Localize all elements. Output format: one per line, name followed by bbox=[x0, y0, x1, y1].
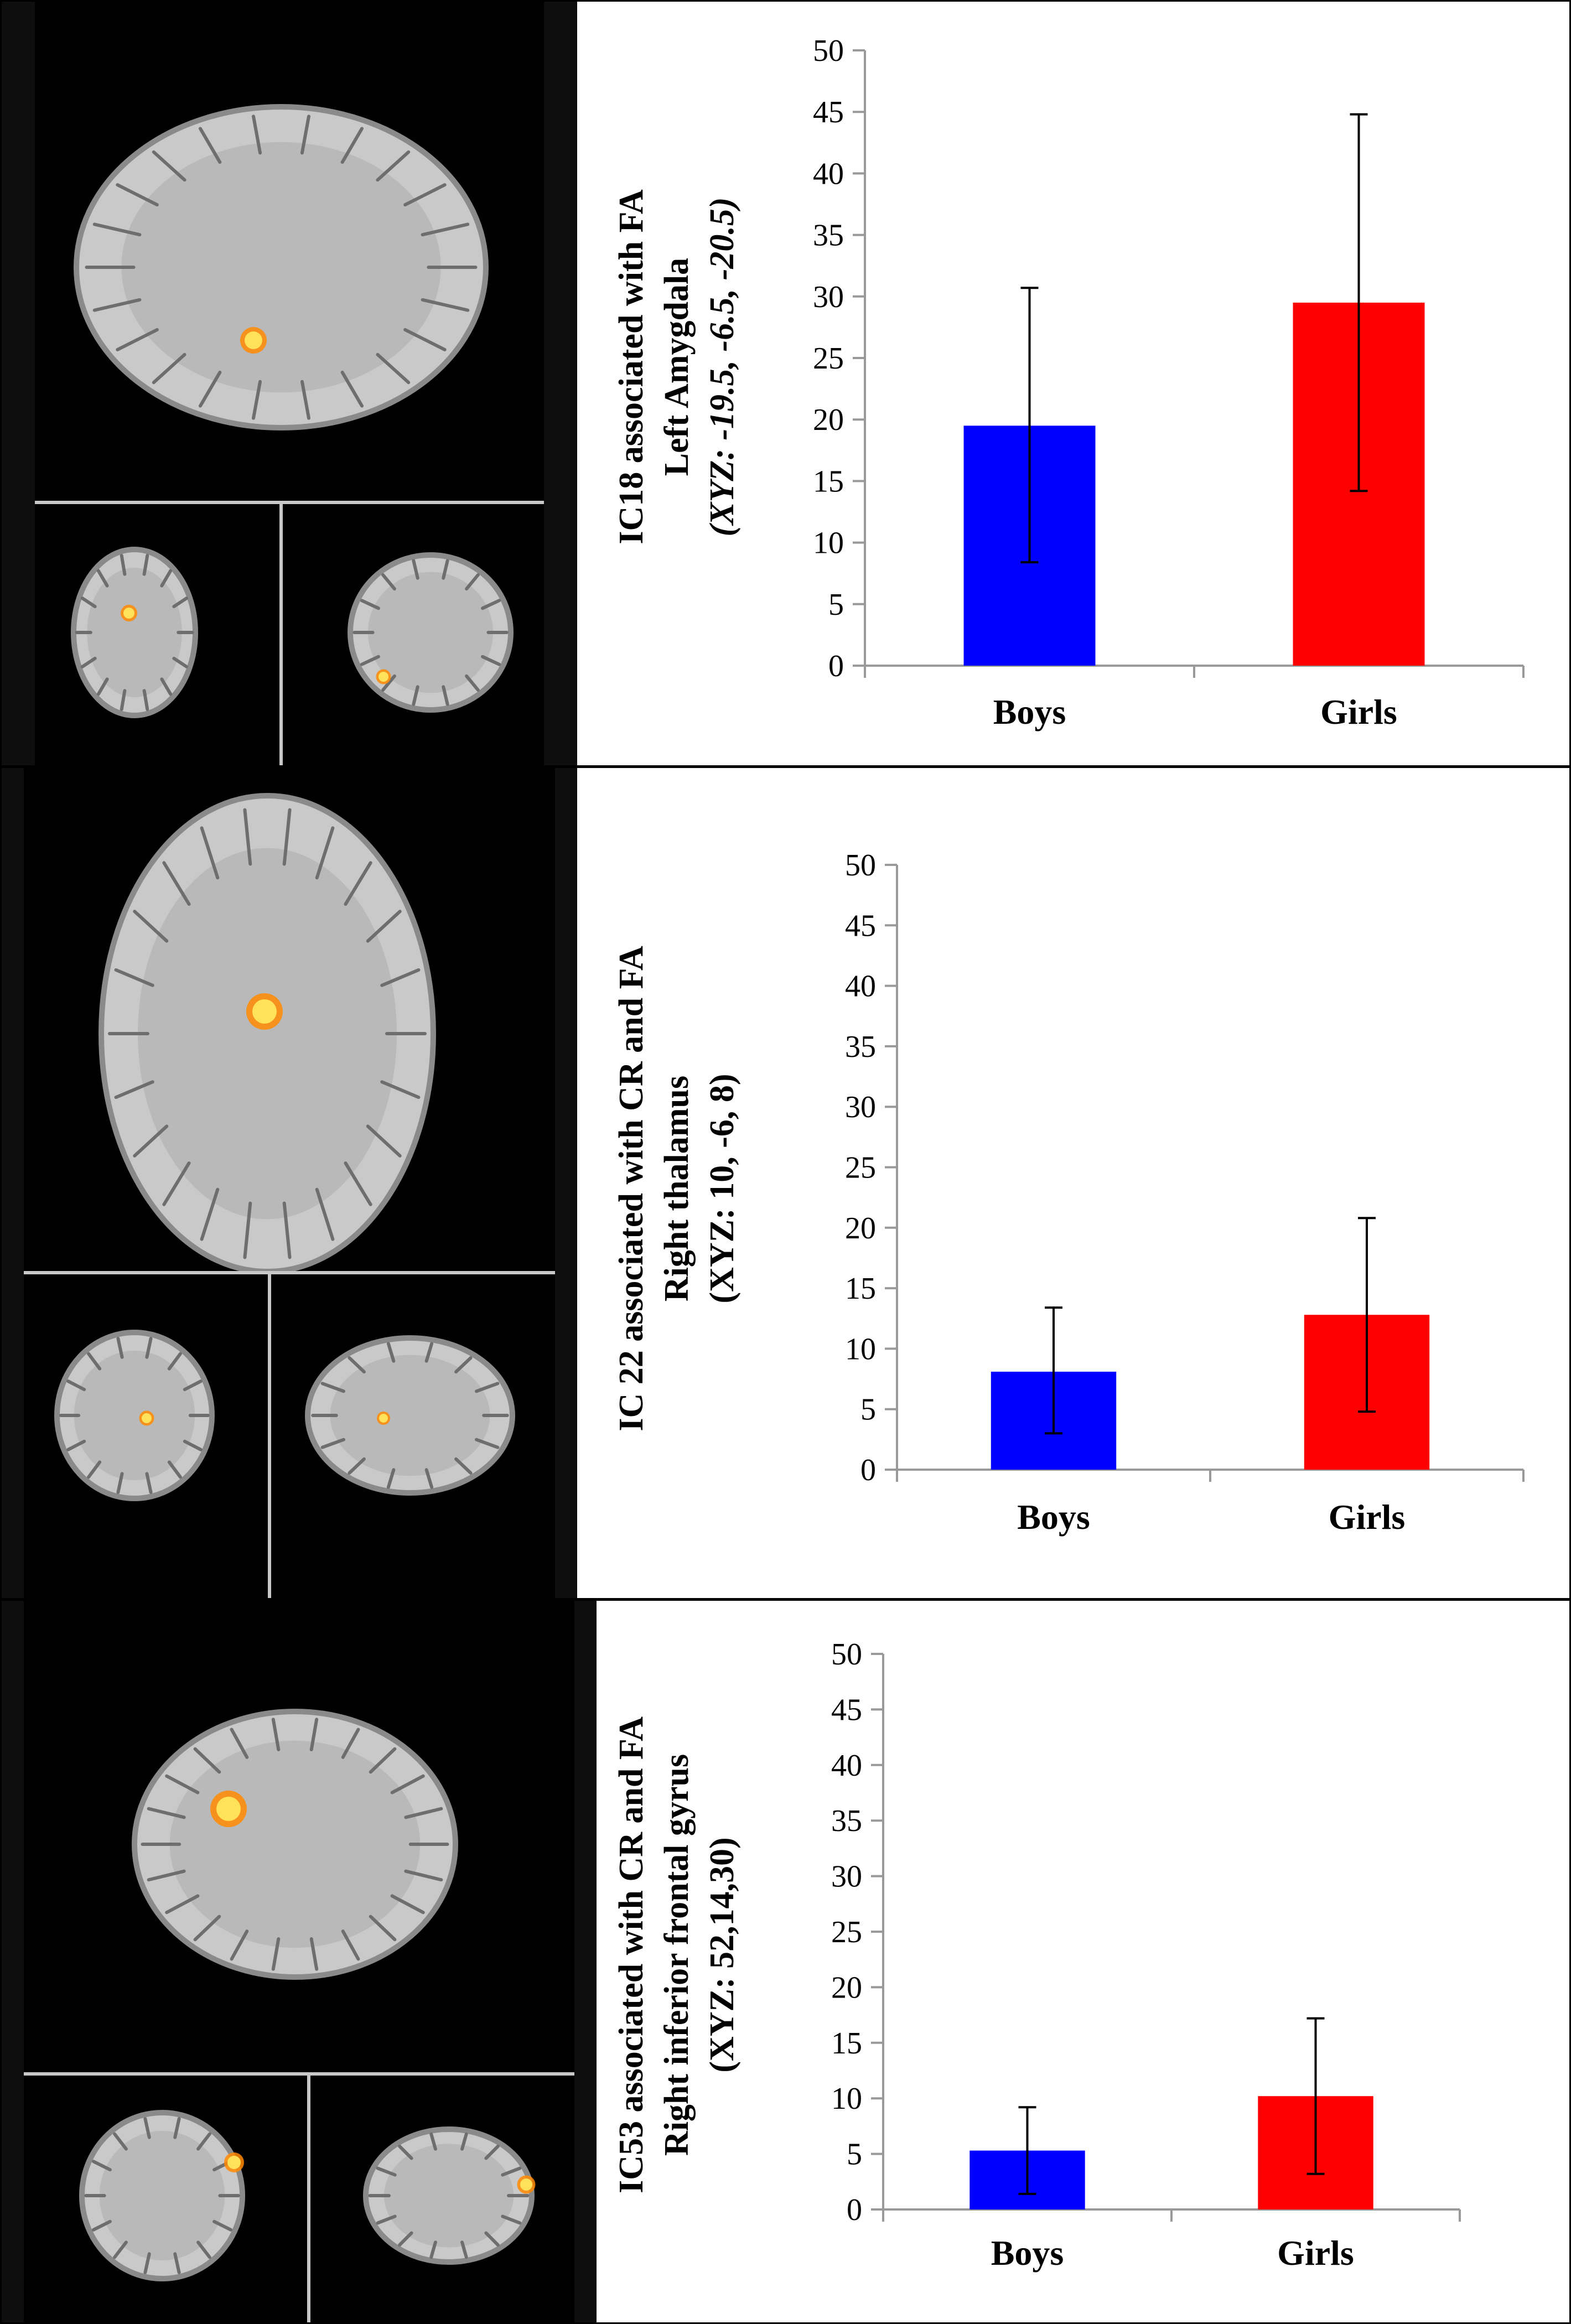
y-axis-title-line: Left Amygdala bbox=[658, 258, 696, 476]
bar-chart-panel-3: 0 5 10 15 20 25 30 35 40 45 50 Boys Girls IC53 associ… bbox=[597, 1601, 1569, 2322]
y-tick-label: 15 bbox=[831, 2026, 862, 2061]
error-bar-girls bbox=[1306, 2017, 1325, 2175]
y-tick-label: 40 bbox=[831, 1749, 862, 1783]
error-bar-boys bbox=[1045, 1306, 1062, 1435]
brain-image-panel-3 bbox=[2, 1601, 597, 2322]
y-axis-title-line: (XYZ: -19.5, -6.5, -20.5) bbox=[703, 198, 741, 537]
y-tick-label: 30 bbox=[845, 1090, 876, 1124]
brain-inset-view-left bbox=[71, 547, 198, 718]
category-label-girls: Girls bbox=[1277, 2233, 1354, 2273]
y-tick-label: 0 bbox=[860, 1453, 876, 1487]
category-label-boys: Boys bbox=[993, 692, 1066, 732]
error-bar-girls bbox=[1350, 113, 1368, 492]
brain-main-view bbox=[74, 104, 489, 430]
brain-inset-view-right bbox=[348, 552, 514, 713]
y-tick-label: 5 bbox=[860, 1393, 876, 1427]
y-axis-title-line: Right inferior frontal gyrus bbox=[658, 1754, 696, 2156]
brain-mri-composite bbox=[24, 768, 555, 1598]
y-tick-label: 0 bbox=[828, 649, 844, 683]
y-tick-label: 5 bbox=[847, 2138, 862, 2172]
y-tick-label: 5 bbox=[828, 588, 844, 622]
y-tick-label: 35 bbox=[831, 1804, 862, 1838]
y-tick-label: 40 bbox=[845, 969, 876, 1004]
y-tick-label: 25 bbox=[845, 1151, 876, 1185]
bar-chart-panel-2: 0 5 10 15 20 25 30 35 40 45 50 Boys Girls IC 22 assoc… bbox=[577, 768, 1569, 1598]
bar-chart-panel-1: 0 5 10 15 20 25 30 35 40 45 50 Boys Girls IC18 associ… bbox=[577, 2, 1569, 765]
y-axis-title: IC 22 associated with CR and FA Right tha… bbox=[613, 946, 741, 1431]
chart-svg: 0 5 10 15 20 25 30 35 40 45 50 Boys Girls IC53 associ… bbox=[613, 1637, 1461, 2273]
error-bar-girls bbox=[1358, 1217, 1376, 1413]
y-axis-title-line: IC18 associated with FA bbox=[613, 189, 650, 544]
y-axis-title-line: IC 22 associated with CR and FA bbox=[613, 946, 650, 1431]
error-bar-boys bbox=[1020, 287, 1039, 564]
y-tick-label: 40 bbox=[813, 157, 844, 191]
y-tick-label: 45 bbox=[813, 95, 844, 129]
y-axis-title: IC53 associated with CR and FA Right infe… bbox=[613, 1716, 741, 2193]
y-axis-title: IC18 associated with FA Left Amygdala (XYZ… bbox=[613, 189, 741, 544]
panel-divider-2 bbox=[0, 1598, 1571, 1601]
y-tick-label: 30 bbox=[813, 280, 844, 314]
y-axis-title-line: (XYZ: 52,14,30) bbox=[703, 1837, 741, 2072]
y-tick-label: 50 bbox=[831, 1637, 862, 1672]
y-tick-label: 20 bbox=[845, 1211, 876, 1246]
y-tick-label: 10 bbox=[831, 2082, 862, 2116]
y-tick-label: 30 bbox=[831, 1860, 862, 1894]
y-tick-label: 20 bbox=[813, 403, 844, 437]
y-tick-label: 35 bbox=[845, 1030, 876, 1064]
y-axis-title-line: Right thalamus bbox=[658, 1076, 696, 1301]
y-tick-label: 15 bbox=[845, 1272, 876, 1306]
brain-inset-view-left bbox=[79, 2110, 245, 2281]
y-tick-label: 15 bbox=[813, 464, 844, 499]
category-label-boys: Boys bbox=[991, 2233, 1064, 2273]
y-tick-label: 45 bbox=[845, 909, 876, 943]
y-tick-label: 50 bbox=[813, 34, 844, 68]
y-tick-label: 10 bbox=[845, 1332, 876, 1366]
brain-main-view bbox=[132, 1709, 458, 1980]
y-tick-label: 50 bbox=[845, 848, 876, 883]
y-axis-title-line: (XYZ: 10, -6, 8) bbox=[703, 1074, 741, 1304]
y-tick-label: 25 bbox=[813, 341, 844, 376]
brain-main-view bbox=[98, 793, 436, 1274]
brain-image-panel-1 bbox=[2, 2, 577, 765]
chart-svg: 0 5 10 15 20 25 30 35 40 45 50 Boys Girls IC 22 assoc… bbox=[613, 848, 1525, 1537]
y-axis-title-line: IC53 associated with CR and FA bbox=[613, 1716, 650, 2193]
brain-mri-composite bbox=[35, 2, 544, 765]
brain-inset-view-left bbox=[54, 1330, 215, 1501]
category-label-girls: Girls bbox=[1320, 692, 1397, 732]
y-tick-label: 0 bbox=[847, 2193, 862, 2227]
brain-mri-composite bbox=[24, 1601, 574, 2322]
category-label-girls: Girls bbox=[1329, 1497, 1406, 1537]
y-tick-label: 20 bbox=[831, 1970, 862, 2005]
y-tick-label: 45 bbox=[831, 1693, 862, 1727]
y-tick-label: 25 bbox=[831, 1915, 862, 1949]
brain-inset-view-right bbox=[363, 2126, 536, 2265]
y-tick-label: 10 bbox=[813, 526, 844, 561]
chart-svg: 0 5 10 15 20 25 30 35 40 45 50 Boys Girls IC18 associ… bbox=[613, 34, 1525, 732]
error-bar-boys bbox=[1018, 2106, 1036, 2195]
panel-divider-1 bbox=[0, 765, 1571, 768]
category-label-boys: Boys bbox=[1017, 1497, 1090, 1537]
brain-inset-view-right bbox=[305, 1335, 515, 1496]
y-tick-label: 35 bbox=[813, 219, 844, 253]
brain-image-panel-2 bbox=[2, 768, 577, 1598]
